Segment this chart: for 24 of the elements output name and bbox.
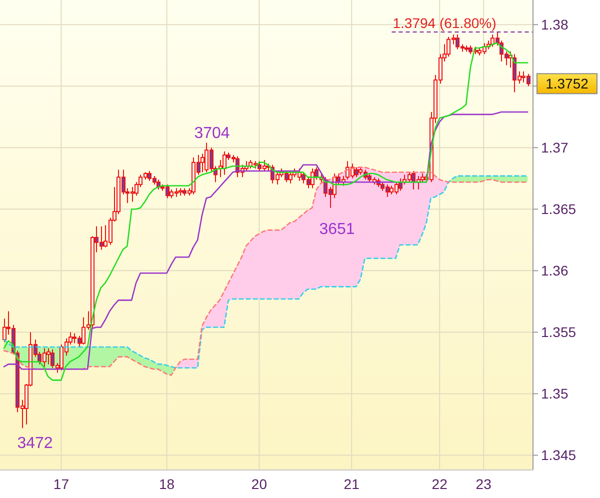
annotation: 3704 (194, 125, 230, 142)
x-tick-label: 17 (53, 476, 70, 492)
text: 1.3752 (546, 76, 589, 92)
y-tick-label: 1.35 (541, 386, 568, 402)
annotation: 3651 (319, 221, 355, 238)
x-tick-label: 22 (432, 476, 448, 492)
annotation: 3472 (17, 435, 53, 452)
x-tick-label: 18 (159, 476, 175, 492)
y-tick-label: 1.355 (541, 324, 576, 340)
y-tick-label: 1.38 (541, 16, 568, 33)
candlestick (288, 172, 292, 184)
x-tick-label: 20 (251, 476, 268, 492)
y-tick-label: 1.345 (541, 447, 576, 464)
ref-line-label: 1.3794 (61.80%) (392, 14, 496, 31)
candlestick (200, 153, 204, 173)
candlestick (46, 348, 50, 365)
candlestick (354, 166, 358, 178)
x-tick-label: 23 (476, 476, 492, 492)
y-tick-label: 1.37 (541, 140, 568, 156)
line-series (3, 111, 528, 370)
y-tick-label: 1.365 (541, 201, 576, 218)
x-tick-label: 21 (344, 476, 360, 492)
candlestick (222, 150, 226, 176)
y-tick-label: 1.36 (541, 262, 568, 279)
